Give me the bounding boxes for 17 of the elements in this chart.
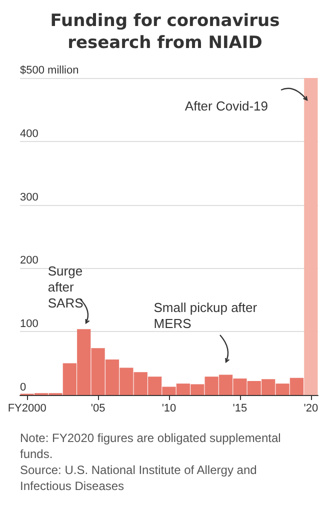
y-tick-label: 100: [20, 318, 38, 330]
x-tick-label: '05: [90, 402, 106, 414]
x-tick-label: '20: [304, 402, 318, 414]
y-tick-label: 200: [20, 254, 38, 267]
source-note: Source: U.S. National Institute of Allergy and Infectious Diseases: [20, 462, 258, 494]
y-tick-label: $500 million: [20, 64, 79, 76]
y-tick-label: 400: [20, 128, 38, 140]
annotation: Surge after SARS: [48, 264, 86, 311]
annotation: After Covid-19: [184, 98, 268, 114]
chart-title: Funding for coronavirus research from NIAID: [49, 10, 281, 54]
y-tick-label: 300: [20, 191, 38, 204]
x-tick-label: '15: [232, 402, 248, 414]
y-tick-label: 0: [20, 382, 26, 394]
annotation: Small pickup after MERS: [154, 300, 261, 332]
x-tick-label: '10: [162, 402, 176, 414]
x-tick-label: FY2000: [8, 402, 46, 414]
text: Note: FY2020 figures are obligated supplemental funds.: [20, 430, 282, 462]
